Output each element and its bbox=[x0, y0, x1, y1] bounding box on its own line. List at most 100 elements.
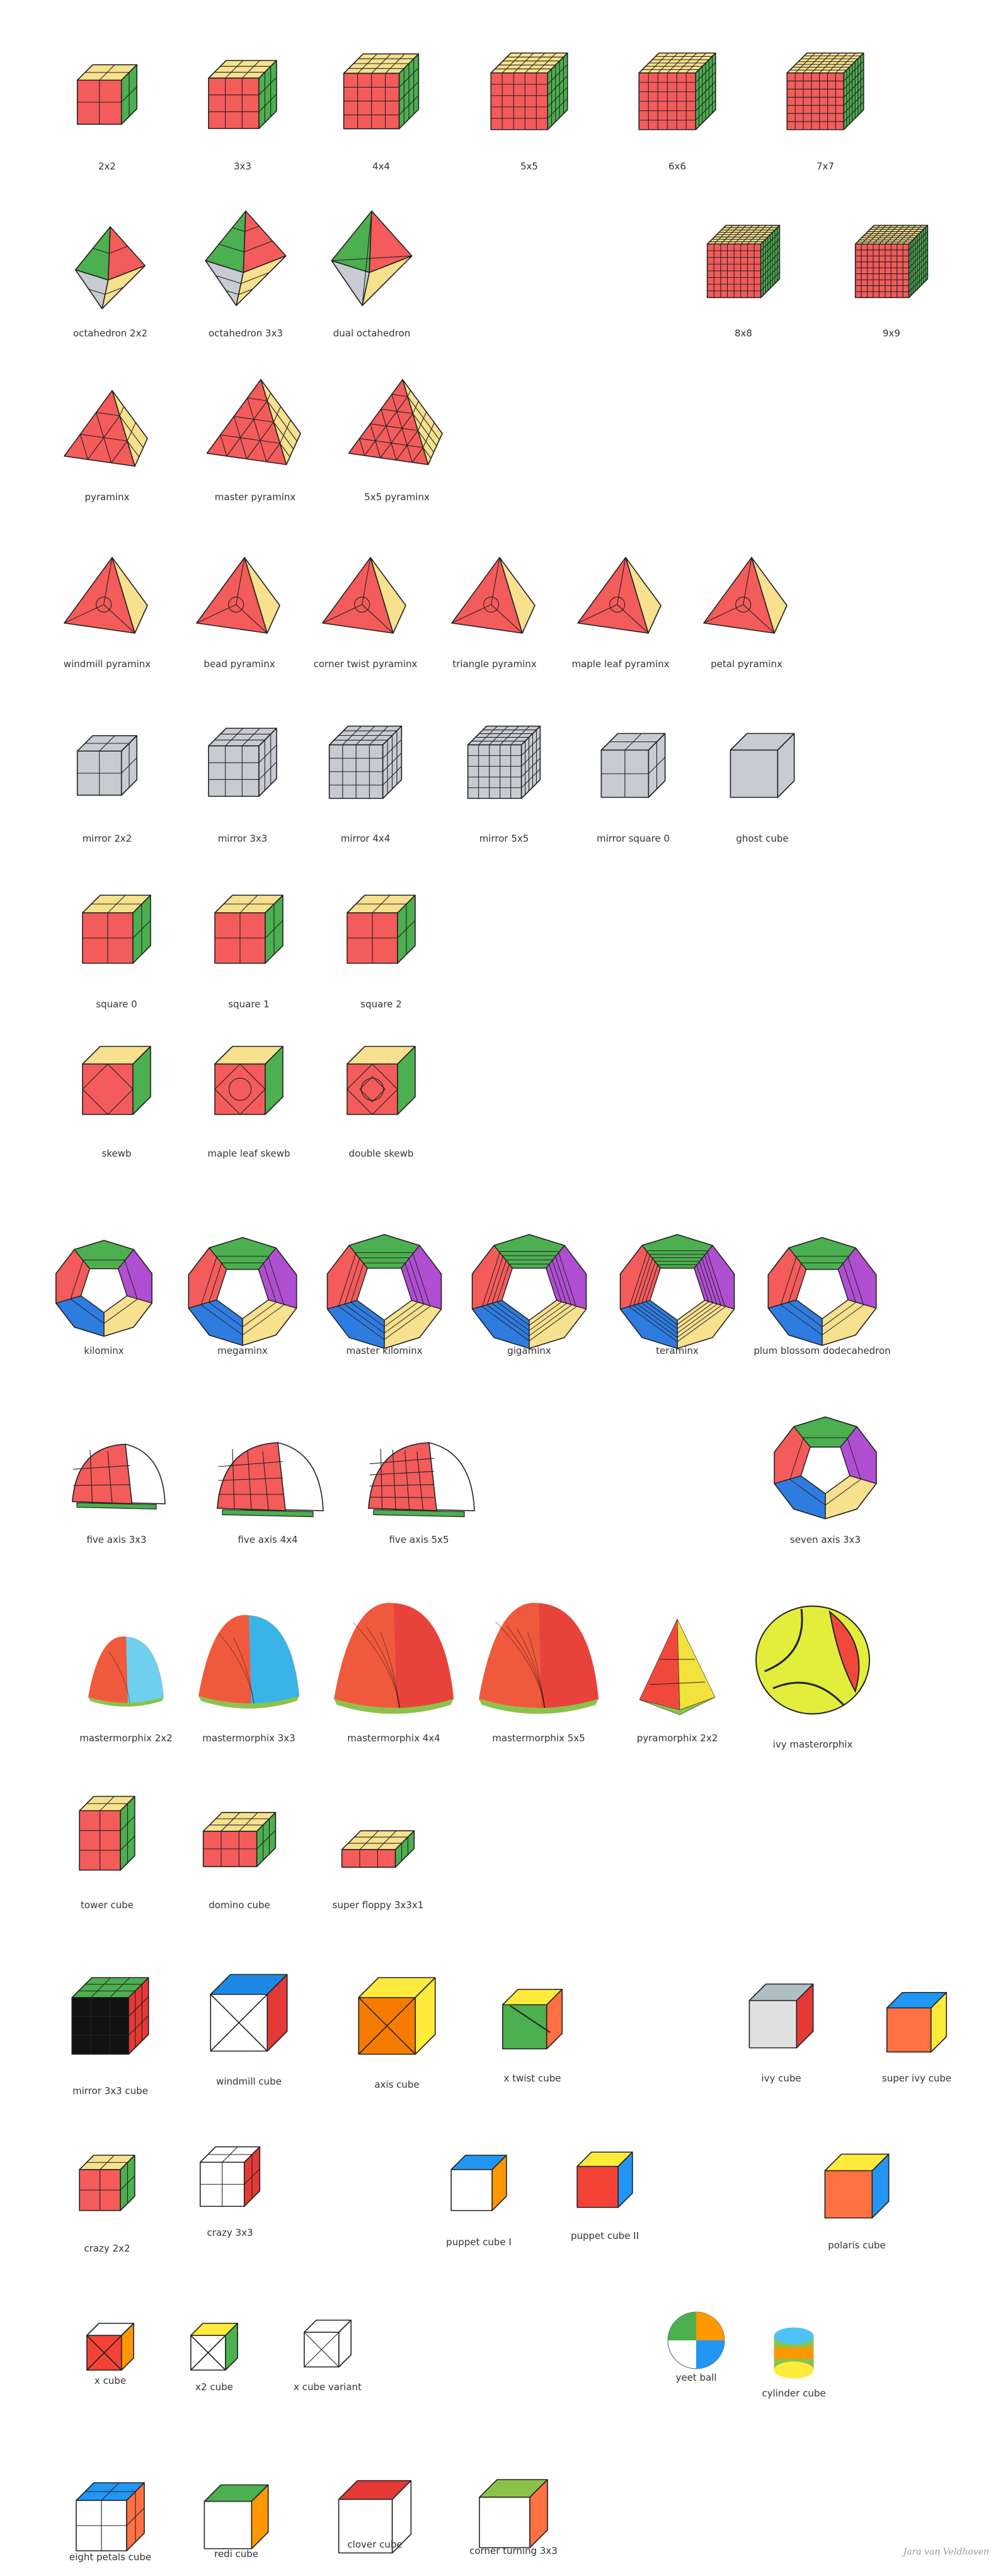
puzzle-label-eight: eight petals cube bbox=[69, 2551, 152, 2563]
puzzle-label-mpyra: master pyraminx bbox=[214, 491, 296, 503]
puzzle-label-yeet: yeet ball bbox=[675, 2372, 717, 2383]
puzzle-label-pyra5: 5x5 pyraminx bbox=[364, 491, 430, 503]
puzzle-label-m2: mirror 2x2 bbox=[82, 833, 132, 844]
puzzle-label-tpyra: triangle pyraminx bbox=[452, 658, 537, 670]
puzzle-label-m3: mirror 3x3 bbox=[217, 833, 268, 844]
eight-petals-cube-icon bbox=[76, 2482, 145, 2551]
yeet-ball-icon bbox=[667, 2311, 725, 2369]
tower-cube-icon bbox=[79, 1795, 135, 1871]
pyraminx-icon bbox=[64, 390, 148, 467]
cube-5x5-icon bbox=[490, 52, 568, 130]
cube-7x7-icon bbox=[786, 52, 864, 130]
puzzle-label-oct2: octahedron 2x2 bbox=[72, 328, 148, 339]
redi-cube-icon bbox=[203, 2484, 269, 2550]
corner-turning-3x3-icon bbox=[479, 2479, 548, 2548]
axis-cube-icon bbox=[358, 1977, 436, 2055]
puzzle-label-skewb: skewb bbox=[101, 1148, 132, 1159]
puzzle-label-fa4: five axis 4x4 bbox=[238, 1534, 298, 1545]
puzzle-label-wpyra: windmill pyraminx bbox=[63, 658, 151, 670]
mirror-3x3-icon bbox=[208, 728, 277, 797]
puzzle-label-plum: plum blossom dodecahedron bbox=[754, 1345, 891, 1356]
puzzle-label-kilo: kilominx bbox=[84, 1345, 124, 1356]
maple-leaf-skewb-icon bbox=[214, 1046, 284, 1115]
cylinder-cube-icon bbox=[774, 2327, 814, 2379]
corner-twist-pyraminx-icon bbox=[322, 557, 406, 634]
puzzle-label-bpyra: bead pyraminx bbox=[203, 658, 275, 670]
maple-leaf-pyraminx-icon bbox=[577, 557, 662, 634]
teraminx-icon bbox=[619, 1234, 735, 1349]
cube-6x6-icon bbox=[638, 52, 716, 130]
puzzle-label-3x3: 3x3 bbox=[234, 161, 251, 172]
octahedron-2x2-icon bbox=[74, 226, 146, 309]
puzzle-label-5x5: 5x5 bbox=[520, 161, 538, 172]
cube-2x2-icon bbox=[76, 64, 138, 125]
megaminx-icon bbox=[188, 1237, 297, 1346]
puzzle-label-ppyra: petal pyraminx bbox=[711, 658, 782, 670]
puzzle-label-doct: dual octahedron bbox=[333, 328, 411, 339]
skewb-icon bbox=[82, 1046, 151, 1115]
puzzle-label-crazy3: crazy 3x3 bbox=[207, 2227, 253, 2238]
puzzle-label-sivy: super ivy cube bbox=[881, 2073, 952, 2084]
ivy-mastermorphix-icon bbox=[755, 1605, 870, 1715]
kilominx-icon bbox=[55, 1240, 152, 1337]
puzzle-label-oct3: octahedron 3x3 bbox=[208, 328, 284, 339]
puzzle-label-sq0: square 0 bbox=[96, 999, 137, 1010]
bead-pyraminx-icon bbox=[196, 557, 280, 634]
puzzle-label-8x8: 8x8 bbox=[735, 328, 752, 339]
puzzle-label-mm3: mastermorphix 3x3 bbox=[202, 1732, 295, 1744]
x-cube-icon bbox=[86, 2323, 134, 2371]
puzzle-label-m4: mirror 4x4 bbox=[340, 833, 391, 844]
puzzle-label-x2: x2 cube bbox=[195, 2381, 233, 2393]
puzzle-label-sq1: square 1 bbox=[228, 999, 270, 1010]
puzzle-label-tower: tower cube bbox=[81, 1899, 134, 1911]
puzzle-label-polaris: polaris cube bbox=[828, 2240, 886, 2251]
puzzle-label-ct3: corner turning 3x3 bbox=[469, 2545, 558, 2556]
clover-cube-icon bbox=[338, 2480, 412, 2554]
puzzle-label-clover: clover cube bbox=[347, 2539, 403, 2550]
ivy-cube-icon bbox=[748, 1983, 814, 2049]
puzzle-label-ghost: ghost cube bbox=[736, 833, 789, 844]
puzzle-label-giga: gigaminx bbox=[507, 1345, 551, 1356]
puzzle-label-ivym: ivy masterorphix bbox=[772, 1739, 853, 1750]
puzzle-label-7x7: 7x7 bbox=[817, 161, 834, 172]
puzzle-label-6x6: 6x6 bbox=[668, 161, 686, 172]
crazy-2x2-icon bbox=[79, 2155, 135, 2211]
puzzle-label-sq2: square 2 bbox=[360, 999, 402, 1010]
puzzle-label-msq0: mirror square 0 bbox=[596, 833, 670, 844]
puzzle-label-mm5: mastermorphix 5x5 bbox=[492, 1732, 585, 1744]
puzzle-label-dskewb: double skewb bbox=[348, 1148, 414, 1159]
dual-octahedron-icon bbox=[331, 210, 413, 306]
puzzle-label-crazy2: crazy 2x2 bbox=[84, 2243, 130, 2254]
triangle-pyraminx-icon bbox=[451, 557, 536, 634]
puzzle-label-axis: axis cube bbox=[374, 2079, 420, 2090]
puzzle-label-mkilo: master kilominx bbox=[346, 1345, 423, 1356]
puzzle-label-tera: teraminx bbox=[656, 1345, 699, 1356]
puzzle-label-floppy: super floppy 3x3x1 bbox=[332, 1899, 424, 1911]
mastermorphix-4x4-icon bbox=[334, 1603, 454, 1714]
puzzle-label-2x2: 2x2 bbox=[98, 161, 116, 172]
polaris-cube-icon bbox=[824, 2153, 890, 2219]
x-twist-cube-icon bbox=[502, 1988, 563, 2050]
puzzle-label-pup1: puppet cube I bbox=[446, 2236, 512, 2248]
mirror-2x2-icon bbox=[76, 735, 138, 796]
square-2-icon bbox=[347, 895, 416, 964]
petal-pyraminx-icon bbox=[703, 557, 788, 634]
mastermorphix-3x3-icon bbox=[198, 1615, 299, 1709]
puzzle-label-ivy: ivy cube bbox=[761, 2073, 801, 2084]
puzzle-label-xvar: x cube variant bbox=[294, 2381, 362, 2393]
cube-8x8-icon bbox=[706, 224, 781, 299]
five-axis-3x3-icon bbox=[72, 1443, 166, 1510]
gigaminx-icon bbox=[471, 1234, 587, 1349]
puzzle-label-fa3: five axis 3x3 bbox=[86, 1534, 147, 1545]
puzzle-label-pm2: pyramorphix 2x2 bbox=[636, 1732, 718, 1744]
seven-axis-3x3-icon bbox=[774, 1416, 877, 1520]
x2-cube-icon bbox=[190, 2323, 238, 2371]
puzzle-label-mega: megaminx bbox=[217, 1345, 268, 1356]
puppet-cube-1-icon bbox=[450, 2155, 507, 2211]
puzzle-label-redi: redi cube bbox=[214, 2548, 259, 2560]
mirror-4x4-icon bbox=[328, 725, 403, 799]
cube-9x9-icon bbox=[854, 224, 929, 299]
puzzle-label-domino: domino cube bbox=[209, 1899, 270, 1911]
